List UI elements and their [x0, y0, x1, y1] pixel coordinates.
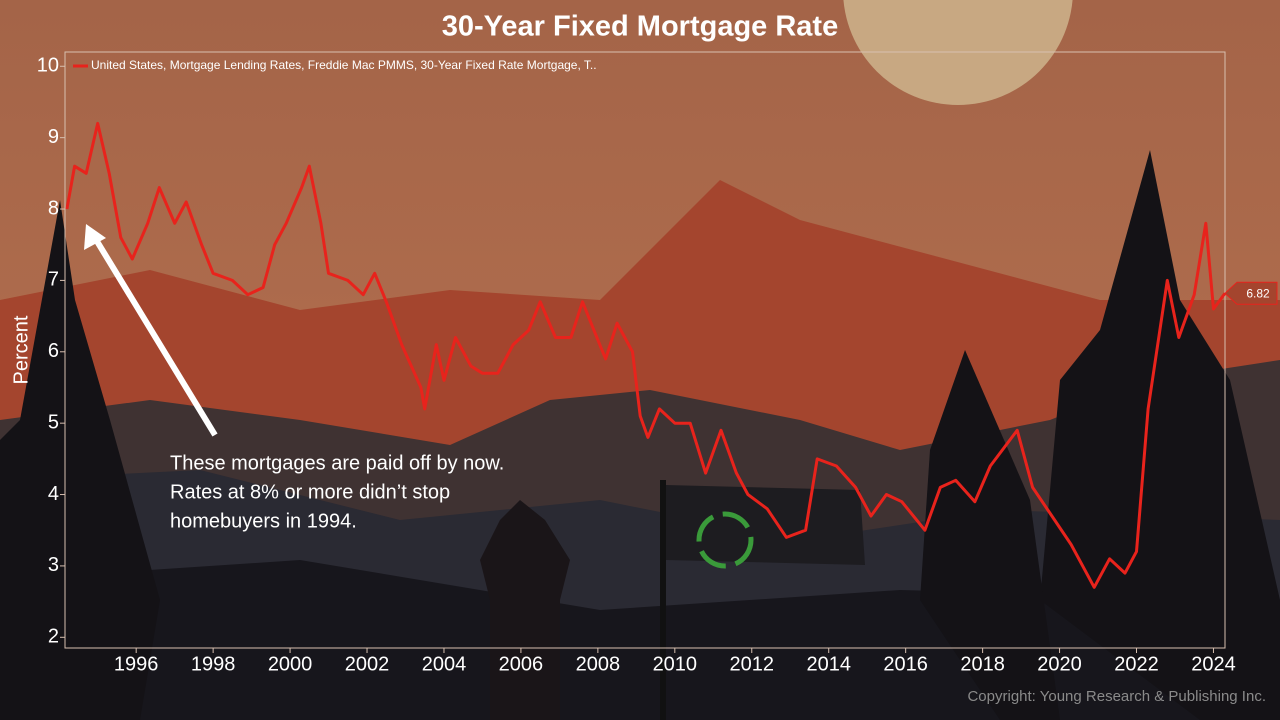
annotation-arrowhead — [84, 224, 106, 250]
x-tick-label: 2018 — [960, 653, 1005, 675]
x-tick-label: 2024 — [1191, 653, 1236, 675]
x-tick-label: 2020 — [1037, 653, 1082, 675]
x-tick-label: 2000 — [268, 653, 313, 675]
y-tick-label: 5 — [48, 411, 59, 433]
y-tick-label: 2 — [48, 626, 59, 648]
x-tick-label: 1998 — [191, 653, 236, 675]
x-tick-label: 2016 — [883, 653, 928, 675]
plot-frame — [64, 51, 1226, 649]
y-tick-label: 3 — [48, 554, 59, 576]
annotation-text: homebuyers in 1994. — [170, 510, 357, 532]
x-tick-label: 2008 — [576, 653, 621, 675]
y-tick-label: 9 — [48, 126, 59, 148]
x-tick-label: 2022 — [1114, 653, 1159, 675]
chart-title: 30-Year Fixed Mortgage Rate — [442, 11, 838, 43]
x-tick-label: 2012 — [730, 653, 775, 675]
value-label: 6.82 — [1246, 286, 1270, 300]
value-label-box — [1224, 281, 1278, 305]
annotation-text: These mortgages are paid off by now. — [170, 452, 504, 474]
legend-label: United States, Mortgage Lending Rates, F… — [91, 58, 597, 72]
y-tick-label: 8 — [48, 197, 59, 219]
x-tick-label: 2010 — [653, 653, 698, 675]
y-tick-label: 6 — [48, 340, 59, 362]
y-tick-label: 7 — [48, 269, 59, 291]
y-axis-label: Percent — [10, 315, 32, 384]
x-tick-label: 2002 — [345, 653, 390, 675]
x-tick-label: 1996 — [114, 653, 159, 675]
annotation-arrow — [92, 236, 218, 437]
x-tick-label: 2004 — [422, 653, 467, 675]
annotation: These mortgages are paid off by now. Rat… — [84, 224, 504, 532]
x-tick-label: 2006 — [499, 653, 544, 675]
y-tick-label: 10 — [37, 55, 59, 77]
annotation-text: Rates at 8% or more didn’t stop — [170, 481, 450, 503]
copyright: Copyright: Young Research & Publishing I… — [967, 688, 1266, 705]
data-line — [65, 121, 1227, 589]
y-tick-label: 4 — [48, 483, 59, 505]
x-tick-label: 2014 — [806, 653, 851, 675]
